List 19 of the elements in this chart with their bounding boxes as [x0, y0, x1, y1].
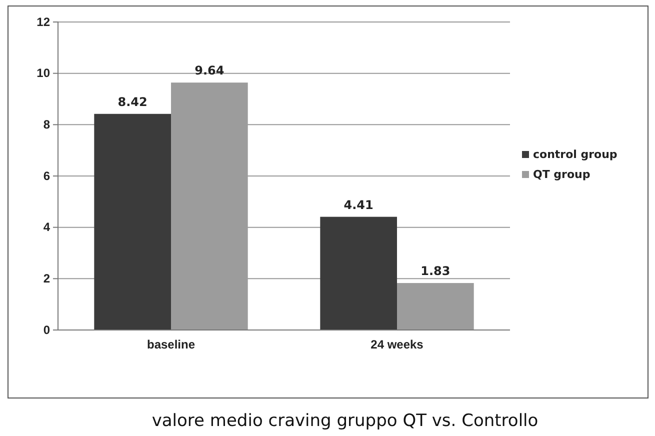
y-tick-label: 0 [43, 322, 50, 337]
y-tick-label: 12 [36, 14, 50, 29]
bar [94, 114, 171, 330]
text: valore medio craving gruppo QT vs. Controllo [152, 411, 538, 431]
y-tick-label: 8 [43, 118, 50, 132]
y-tick-label: 2 [43, 272, 50, 286]
y-tick-label: 4 [43, 220, 50, 234]
legend-label: control group [533, 148, 618, 161]
data-label: 1.83 [420, 264, 450, 278]
bar [397, 283, 474, 330]
x-tick-label: 24 weeks [370, 338, 424, 352]
bar [320, 216, 397, 330]
y-tick-label: 10 [36, 66, 50, 80]
y-tick-label: 6 [43, 168, 50, 183]
data-label: 8.42 [118, 94, 148, 109]
data-label: 4.41 [344, 198, 374, 212]
data-label: 9.64 [194, 64, 224, 78]
x-tick-label: baseline [146, 338, 196, 352]
legend-label: QT group [533, 168, 590, 181]
